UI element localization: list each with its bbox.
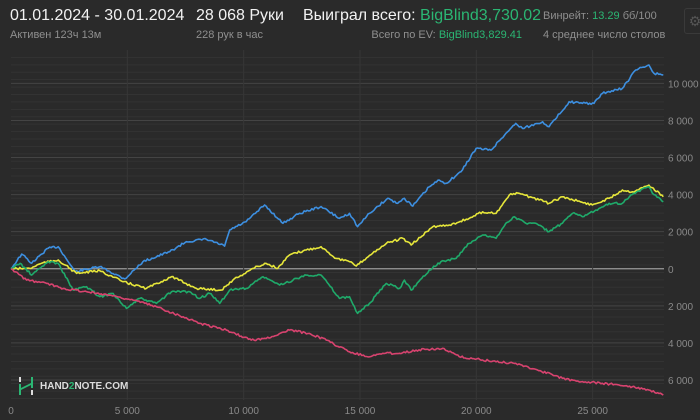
gear-icon[interactable]: ⚙ [684,8,700,34]
series-line-2 [10,184,664,292]
avg-tables: 4 среднее число столов [543,29,666,41]
y-tick-label: 2 000 [668,228,693,239]
ev-total-label: Всего по EV: [371,29,436,41]
x-tick-label: 5 000 [115,406,140,417]
x-tick-label: 15 000 [345,406,376,417]
x-tick-label: 25 000 [577,406,608,417]
winrate-value: 13.29 [592,10,620,22]
logo-text: HAND2NOTE.COM [40,380,129,392]
won-total: Выиграл всего: BigBlind3,730.02 [303,7,541,25]
y-tick-label: 0 [668,265,674,276]
winrate-unit: бб/100 [622,10,657,22]
y-tick-label: 10 000 [668,79,699,90]
hand2note-logo-icon [19,377,33,395]
hands-count: 28 068 Руки [196,7,284,24]
y-tick-label: 8 000 [668,116,693,127]
y-tick-label: 4 000 [668,339,693,350]
hands-per-hour: 228 рук в час [196,29,264,41]
y-tick-label: 6 000 [668,376,693,387]
ev-total: Всего по EV: BigBlind3,829.41 [371,29,522,41]
x-tick-label: 0 [8,406,14,417]
x-tick-label: 20 000 [461,406,492,417]
series-line-4 [10,268,664,396]
series-line-1 [10,64,664,280]
y-tick-label: 4 000 [668,191,693,202]
winrate-label: Винрейт: [543,10,590,22]
x-tick-label: 10 000 [228,406,259,417]
y-tick-label: 6 000 [668,154,693,165]
won-total-label: Выиграл всего: [303,7,416,24]
y-tick-label: 2 000 [668,302,693,313]
date-range[interactable]: 01.01.2024 - 30.01.2024 [10,7,185,24]
series-line-3 [10,186,664,315]
won-total-value: BigBlind3,730.02 [420,7,542,24]
winrate: Винрейт: 13.29 бб/100 [543,10,657,22]
ev-total-value: BigBlind3,829.41 [438,29,522,41]
active-time: Активен 123ч 13м [10,29,102,41]
hand2note-logo: HAND2NOTE.COM [18,377,128,395]
